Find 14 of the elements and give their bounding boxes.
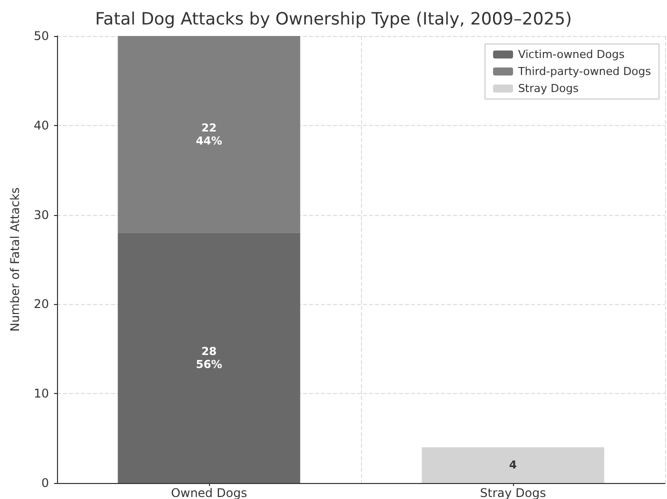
chart-title: Fatal Dog Attacks by Ownership Type (Italy, 2009–2025) <box>95 10 572 30</box>
y-axis-title: Number of Fatal Attacks <box>8 187 22 332</box>
y-tick-label: 40 <box>34 118 49 132</box>
legend-label: Victim-owned Dogs <box>518 48 625 61</box>
y-tick-label: 30 <box>34 208 49 222</box>
data-label: 4 <box>509 458 518 472</box>
y-tick-label: 10 <box>34 386 49 401</box>
y-tick-label: 20 <box>34 297 49 312</box>
data-label: 22 44% <box>196 121 222 148</box>
data-label: 28 56% <box>196 344 222 371</box>
y-tick-label: 0 <box>41 476 49 490</box>
legend-label: Third-party-owned Dogs <box>517 65 652 78</box>
y-tick-label: 50 <box>34 29 49 43</box>
legend-label: Stray Dogs <box>518 82 579 95</box>
